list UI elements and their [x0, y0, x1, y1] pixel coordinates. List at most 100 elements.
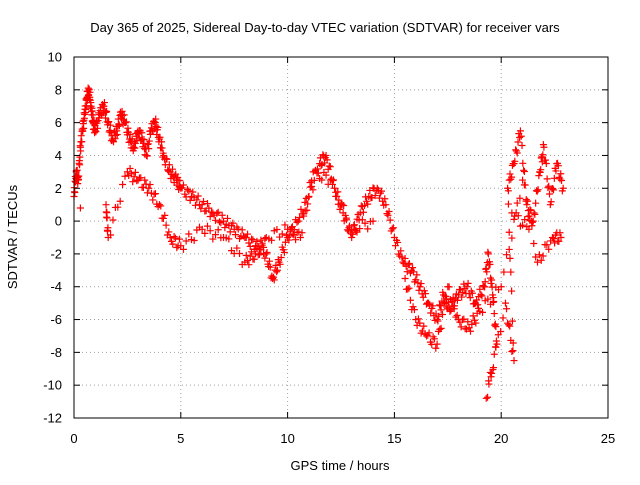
- data-point: [506, 170, 514, 178]
- data-point: [340, 201, 348, 209]
- data-point: [232, 231, 240, 239]
- data-point: [293, 218, 301, 226]
- data-point: [511, 157, 519, 165]
- data-point: [201, 229, 209, 237]
- data-point: [466, 327, 474, 335]
- data-point: [229, 219, 237, 227]
- data-point: [405, 284, 413, 292]
- data-point: [551, 239, 559, 247]
- data-point: [436, 301, 444, 309]
- data-point: [175, 235, 183, 243]
- data-point: [107, 231, 115, 239]
- data-point: [477, 291, 485, 299]
- data-point: [103, 107, 111, 115]
- data-point: [76, 153, 84, 161]
- data-point: [164, 166, 172, 174]
- data-point: [468, 289, 476, 297]
- data-point: [145, 184, 153, 192]
- data-point: [517, 132, 525, 140]
- data-point: [197, 205, 205, 213]
- data-point: [163, 155, 171, 163]
- data-point: [80, 114, 88, 122]
- data-point: [204, 222, 211, 230]
- data-point: [460, 315, 468, 323]
- data-point: [260, 249, 268, 257]
- data-point: [158, 138, 166, 146]
- data-point: [314, 165, 322, 173]
- data-point: [77, 132, 85, 140]
- data-point: [84, 84, 92, 92]
- data-point: [93, 124, 101, 132]
- data-point: [514, 212, 522, 220]
- data-point: [179, 181, 187, 189]
- data-point: [386, 216, 394, 224]
- data-point: [510, 215, 518, 223]
- data-point: [425, 329, 433, 337]
- data-point: [265, 257, 273, 265]
- data-point: [105, 118, 113, 126]
- data-point: [276, 260, 284, 268]
- data-point: [521, 216, 529, 224]
- data-point: [542, 160, 550, 168]
- data-point: [483, 268, 491, 276]
- data-point: [162, 221, 170, 229]
- data-point: [165, 167, 173, 175]
- data-point: [482, 394, 490, 402]
- y-tick-label: 4: [55, 148, 62, 163]
- data-point: [516, 134, 524, 142]
- data-point: [404, 285, 412, 293]
- data-point: [159, 149, 167, 157]
- data-point: [486, 368, 494, 376]
- data-point: [403, 268, 411, 276]
- data-point: [413, 271, 421, 279]
- data-point: [145, 145, 153, 153]
- data-point: [120, 111, 128, 119]
- data-point: [459, 289, 467, 297]
- data-point: [429, 302, 437, 310]
- data-point: [473, 309, 481, 317]
- data-point: [506, 254, 514, 262]
- data-point: [174, 242, 182, 250]
- data-point: [306, 179, 314, 187]
- data-point: [490, 350, 498, 358]
- data-point: [464, 318, 472, 326]
- data-point: [475, 304, 483, 312]
- data-point: [432, 344, 440, 352]
- data-point: [242, 251, 250, 259]
- x-tick-label: 10: [280, 431, 294, 446]
- y-tick-label: -12: [43, 411, 62, 426]
- data-point: [438, 310, 446, 318]
- data-point: [280, 248, 288, 256]
- data-point: [163, 231, 171, 239]
- y-tick-label: 10: [48, 50, 62, 65]
- data-point: [182, 193, 190, 201]
- data-point: [440, 299, 448, 307]
- data-point: [531, 210, 539, 218]
- data-point: [520, 166, 528, 174]
- data-point: [366, 218, 374, 226]
- data-point: [342, 216, 350, 224]
- data-point: [488, 276, 496, 284]
- data-point: [176, 177, 184, 185]
- data-point: [550, 186, 558, 194]
- data-point: [244, 230, 252, 238]
- data-point: [170, 233, 178, 241]
- data-point: [505, 321, 513, 329]
- data-point: [209, 235, 217, 243]
- data-point: [236, 249, 244, 257]
- x-tick-label: 20: [494, 431, 508, 446]
- data-point: [253, 237, 261, 245]
- data-point: [378, 187, 386, 195]
- data-point: [152, 115, 160, 123]
- y-tick-label: 6: [55, 115, 62, 130]
- data-point: [513, 199, 521, 207]
- data-point: [73, 166, 81, 174]
- data-point: [460, 280, 468, 288]
- data-point: [437, 306, 445, 314]
- data-point: [318, 176, 326, 184]
- data-point: [126, 165, 134, 173]
- data-point: [409, 264, 417, 272]
- data-point: [114, 203, 122, 211]
- data-point: [88, 107, 96, 115]
- data-point: [362, 193, 370, 201]
